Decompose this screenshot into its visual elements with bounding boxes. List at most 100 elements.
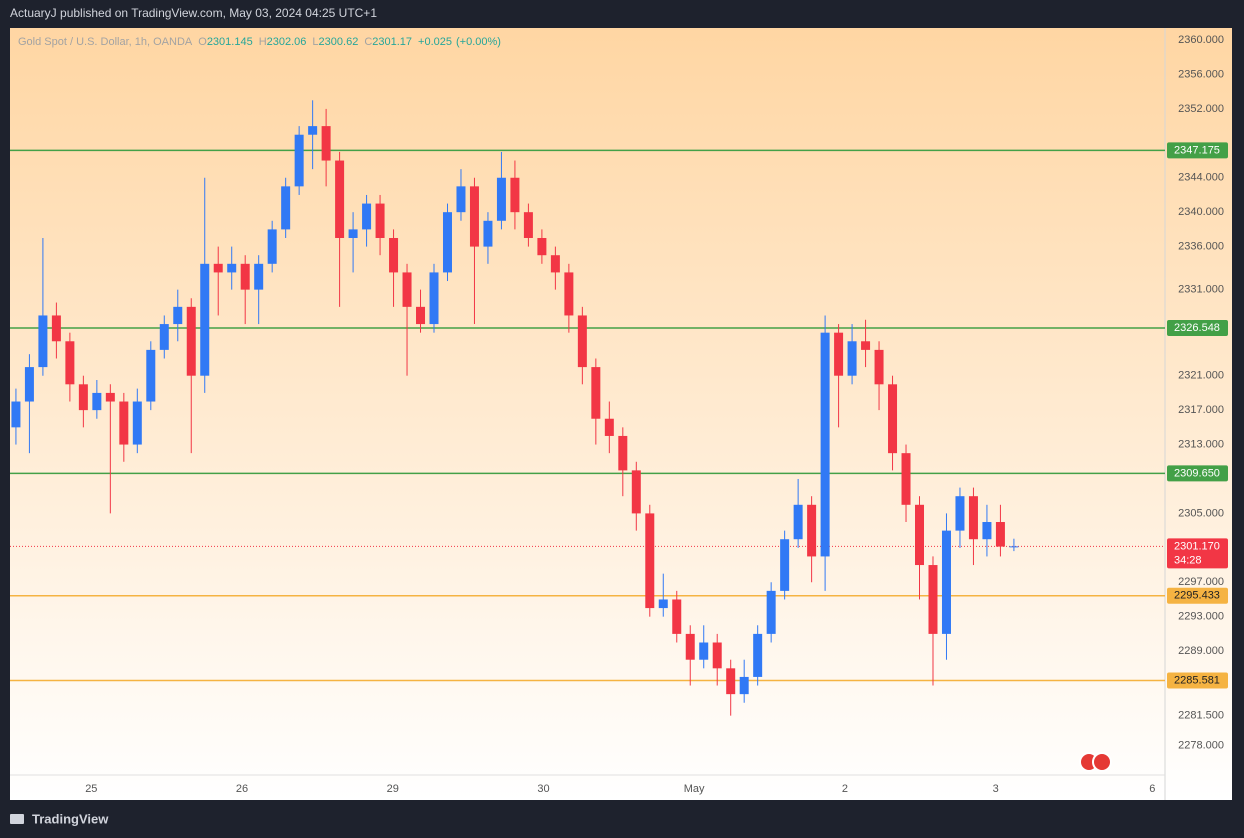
candle-body xyxy=(281,186,291,230)
candle-body xyxy=(294,134,304,187)
candle-body xyxy=(780,539,790,591)
candle-body xyxy=(955,496,965,531)
candle-body xyxy=(968,496,978,540)
candle-body xyxy=(699,642,709,660)
last-price-label: 2301.170 xyxy=(1174,540,1220,552)
candle-body xyxy=(726,668,736,695)
candle-body xyxy=(874,349,884,385)
level-tag-label: 2326.548 xyxy=(1174,322,1220,334)
candle-body xyxy=(807,504,817,557)
candle-body xyxy=(308,126,318,135)
candle-body xyxy=(105,392,115,402)
candle-body xyxy=(995,522,1005,547)
candle-body xyxy=(254,263,264,290)
level-tag-label: 2285.581 xyxy=(1174,674,1220,686)
y-tick-label: 2297.000 xyxy=(1178,576,1224,588)
countdown: 34:28 xyxy=(1174,554,1202,566)
candle-body xyxy=(523,212,533,238)
candle-body xyxy=(132,401,142,445)
candle-body xyxy=(591,367,601,419)
ohlc-value: 2301.145 xyxy=(207,36,253,48)
y-tick-label: 2305.000 xyxy=(1178,507,1224,519)
level-tag xyxy=(1167,672,1228,689)
candle-body xyxy=(389,237,399,273)
candle-body xyxy=(11,401,21,428)
candle-body xyxy=(227,263,237,273)
candle-body xyxy=(861,341,871,350)
candle-body xyxy=(362,203,372,230)
level-tag xyxy=(1167,142,1228,159)
candle-body xyxy=(173,306,183,325)
flags-icon xyxy=(1079,752,1112,772)
candle-body xyxy=(51,315,61,342)
x-tick-label: 30 xyxy=(537,783,549,795)
candle-body xyxy=(793,504,803,540)
candle-body xyxy=(847,341,857,376)
candle-body xyxy=(78,384,88,411)
candle-body xyxy=(442,212,452,273)
level-tag xyxy=(1167,465,1228,482)
candle-body xyxy=(65,341,75,385)
y-tick-label: 2352.000 xyxy=(1178,103,1224,115)
candle-body xyxy=(469,186,479,247)
candle-body xyxy=(982,522,992,540)
y-tick-label: 2340.000 xyxy=(1178,206,1224,218)
candle-body xyxy=(456,186,466,213)
candle-body xyxy=(577,315,587,368)
y-tick-label: 2293.000 xyxy=(1178,611,1224,623)
candle-body xyxy=(200,263,210,376)
y-tick-label: 2281.500 xyxy=(1178,710,1224,722)
level-tag-label: 2309.650 xyxy=(1174,467,1220,479)
level-tag xyxy=(1167,587,1228,604)
candle-body xyxy=(119,401,129,445)
publisher: ActuaryJ published on TradingView.com, M… xyxy=(10,6,377,20)
candle-body xyxy=(510,177,520,213)
y-tick-label: 2331.000 xyxy=(1178,284,1224,296)
ohlc-value: 2301.17 xyxy=(372,36,412,48)
ohlc-label: L xyxy=(312,36,318,48)
candle-body xyxy=(375,203,385,238)
candle-body xyxy=(321,126,331,161)
candle-body xyxy=(92,392,102,411)
candle-body xyxy=(604,418,614,436)
candle-body xyxy=(618,435,628,471)
candle-body xyxy=(834,332,844,376)
candle-body xyxy=(672,599,682,634)
x-tick-label: 29 xyxy=(387,783,399,795)
symbol: Gold Spot / U.S. Dollar, 1h, OANDA xyxy=(18,36,193,48)
candle-body xyxy=(658,599,668,609)
candle-body xyxy=(348,229,358,238)
candle-body xyxy=(496,177,506,221)
candle-body xyxy=(24,367,34,402)
last-price-tag xyxy=(1167,538,1228,569)
plot-background xyxy=(10,28,1232,800)
x-tick-label: 2 xyxy=(842,783,848,795)
candle-body xyxy=(186,306,196,376)
candle-body xyxy=(483,220,493,247)
candle-body xyxy=(888,384,898,454)
level-tag xyxy=(1167,319,1228,336)
brand-logo xyxy=(10,814,24,824)
y-tick-label: 2313.000 xyxy=(1178,438,1224,450)
ohlc-label: O xyxy=(198,36,207,48)
candle-body xyxy=(820,332,830,557)
candle-body xyxy=(213,263,223,273)
candle-body xyxy=(564,272,574,316)
candle-body xyxy=(240,263,250,290)
y-tick-label: 2356.000 xyxy=(1178,68,1224,80)
candle-body xyxy=(739,676,749,695)
ohlc-label: C xyxy=(364,36,372,48)
candle-body xyxy=(753,633,763,677)
ohlc-value: 2300.62 xyxy=(319,36,359,48)
candle-body xyxy=(901,453,911,505)
candle-body xyxy=(402,272,412,307)
x-tick-label: May xyxy=(684,783,705,795)
y-tick-label: 2360.000 xyxy=(1178,34,1224,46)
ohlc-value: 2302.06 xyxy=(267,36,307,48)
y-tick-label: 2278.000 xyxy=(1178,740,1224,752)
candle-body xyxy=(915,504,925,566)
candle-body xyxy=(712,642,722,669)
candle-body xyxy=(159,324,169,350)
